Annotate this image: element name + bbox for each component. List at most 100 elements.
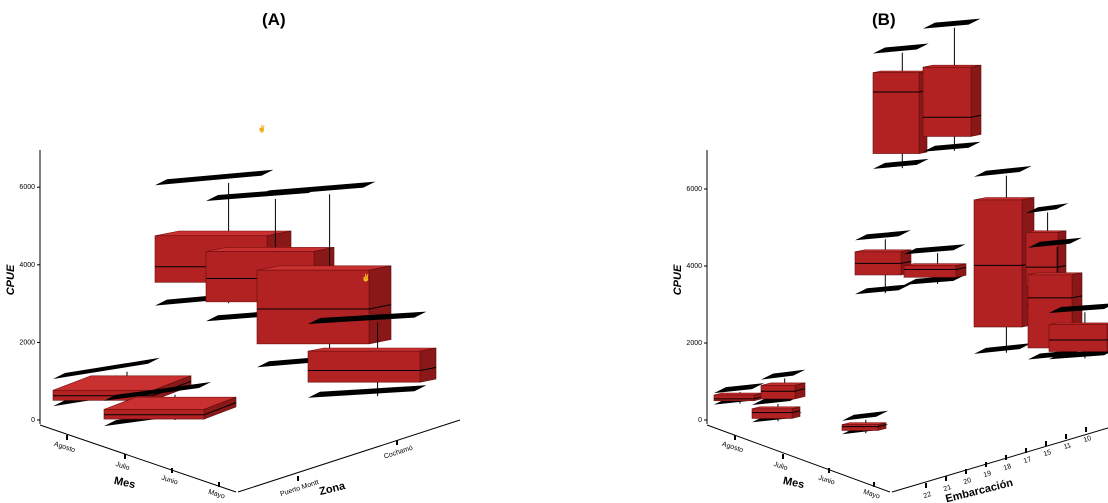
box-front-face — [760, 385, 796, 400]
box-front-face — [872, 72, 920, 154]
mes-tick-label: Agosto — [53, 441, 76, 454]
whisker-cap-max — [1028, 237, 1082, 248]
median-line-side — [791, 410, 801, 414]
box-front-face — [903, 265, 957, 278]
box-group — [973, 166, 1035, 354]
box-front-face — [751, 408, 793, 419]
median-line-side — [1071, 295, 1083, 299]
box-front-face — [713, 394, 755, 402]
whisker-cap-min — [974, 343, 1032, 354]
depth-tick-label: Cochamó — [383, 445, 414, 461]
depth-tick-label: 10 — [1083, 435, 1093, 444]
depth-tick-label: 17 — [1023, 456, 1033, 465]
median-line-side — [970, 114, 982, 118]
mes-tick-label: Junio — [160, 475, 178, 487]
depth-tick-label: 15 — [1043, 449, 1053, 458]
chart-panel-b: (B) 0 2000 4000 6000 CPUE Agosto Julio Junio May… — [554, 0, 1108, 503]
box-group — [841, 410, 889, 435]
whisker-cap-max — [842, 410, 889, 421]
whisker-cap-min — [308, 385, 427, 398]
y-tick-label: 6000 — [19, 184, 35, 191]
depth-tick-label: 18 — [1003, 463, 1013, 472]
depth-tick-label: 11 — [1063, 442, 1072, 451]
y-tick-label: 0 — [31, 417, 35, 424]
whisker-cap-min — [1028, 349, 1082, 360]
box-top-face — [205, 247, 335, 252]
depth-axis-line — [237, 419, 461, 493]
box-front-face — [973, 199, 1023, 328]
whisker-cap-max — [714, 383, 764, 394]
depth-tick-label: 20 — [963, 477, 973, 486]
mes-tick-label: Agosto — [721, 441, 744, 454]
mes-axis-line — [39, 424, 237, 493]
box-side-face — [419, 347, 437, 383]
panel-a-plot: 0 2000 4000 6000 CPUE Agosto Julio Junio Mayo Mes… — [5, 124, 461, 501]
mes-tick-label: Julio — [773, 461, 789, 472]
median-line-side — [955, 267, 967, 271]
whisker-cap-max — [923, 18, 981, 29]
depth-tick-label: 19 — [983, 470, 993, 479]
panel-a-title: (A) — [262, 10, 286, 29]
median-line-side — [877, 424, 887, 428]
mes-tick-label: Mayo — [207, 489, 226, 501]
panel-b-plot: 0 2000 4000 6000 CPUE Agosto Julio Junio Mayo Mes… — [672, 18, 1108, 503]
box-group — [1048, 303, 1108, 360]
y-tick-label: 2000 — [686, 340, 702, 347]
whisker-cap-min — [873, 158, 929, 169]
whisker-cap-max — [257, 181, 376, 197]
y-axis-title: CPUE — [5, 264, 17, 295]
mes-tick-label: Junio — [817, 475, 835, 487]
whisker-cap-min — [923, 141, 981, 152]
box-group — [922, 18, 982, 152]
chart-panel-a: (A) 0 2000 4000 6000 CPUE Agosto Julio Junio May… — [5, 10, 461, 501]
median-line-side — [1057, 265, 1067, 268]
whisker-cap-max — [904, 244, 966, 255]
box-group — [307, 311, 437, 398]
box-group — [713, 383, 764, 405]
depth-axis-title: Zona — [318, 480, 347, 498]
panel-b-title: (B) — [872, 10, 896, 29]
box-front-face — [307, 350, 421, 383]
box-front-face — [103, 409, 205, 420]
whisker-cap-max — [155, 169, 274, 186]
depth-tick-label: 22 — [923, 491, 933, 500]
y-tick-label: 4000 — [686, 263, 702, 270]
whisker-cap-max — [855, 230, 911, 241]
median-line-side — [419, 366, 437, 372]
whisker-cap-min — [855, 284, 911, 295]
median-line-side — [368, 304, 392, 310]
y-tick-label: 0 — [698, 417, 702, 424]
median-line-side — [900, 260, 912, 264]
mes-axis-title: Mes — [782, 475, 805, 491]
median-line-side — [794, 388, 806, 392]
mes-axis-line — [706, 424, 891, 493]
depth-axis-line — [891, 427, 1108, 493]
whisker-cap-max — [873, 43, 929, 54]
box-group — [103, 382, 237, 427]
box-group — [854, 230, 912, 295]
box-front-face — [1048, 324, 1108, 352]
box-side-face — [955, 263, 967, 278]
whisker-cap-max — [761, 369, 806, 380]
depth-axis-title: Embarcación — [944, 477, 1014, 503]
median-line-side — [203, 402, 237, 416]
whisker-cap-max — [104, 382, 211, 401]
box-group — [760, 369, 806, 403]
depth-tick-label: Puerto Montt — [279, 479, 319, 498]
y-tick-label: 4000 — [19, 262, 35, 269]
box-front-face — [841, 424, 879, 431]
whisker-cap-max — [1049, 303, 1108, 313]
mes-axis-title: Mes — [113, 475, 136, 491]
mes-tick-label: Mayo — [862, 489, 881, 501]
whisker-cap-max — [53, 357, 160, 379]
median-line-side — [753, 396, 763, 400]
box-side-face — [970, 64, 982, 137]
outlier-marker: ✌ — [258, 124, 267, 133]
box-group — [256, 181, 392, 368]
whisker-cap-max — [974, 166, 1032, 177]
box-group — [872, 43, 929, 169]
depth-tick-label: 21 — [943, 484, 953, 493]
y-tick-label: 6000 — [686, 186, 702, 193]
whisker-cap-max — [308, 311, 427, 324]
y-axis-title: CPUE — [672, 264, 684, 295]
